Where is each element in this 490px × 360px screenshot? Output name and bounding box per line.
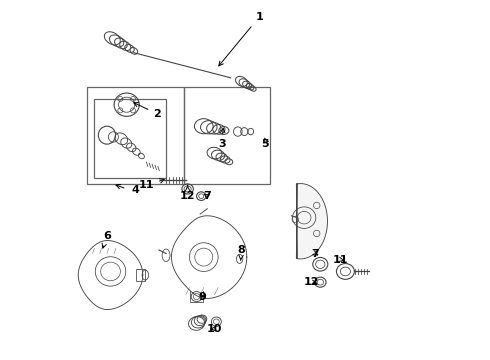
Text: 11: 11 [332, 255, 348, 265]
Text: 4: 4 [132, 185, 140, 195]
Text: 7: 7 [203, 191, 211, 201]
Text: 6: 6 [102, 231, 111, 248]
Bar [95, 99, 166, 178]
Text: 9: 9 [198, 292, 206, 302]
Text: 7: 7 [311, 248, 319, 258]
Text: 5: 5 [261, 139, 269, 149]
Text: 12: 12 [304, 277, 319, 287]
Polygon shape [296, 184, 327, 259]
Text: 10: 10 [207, 324, 222, 334]
Text: 8: 8 [238, 245, 245, 261]
Bar [136, 269, 145, 282]
Text: 1: 1 [219, 12, 263, 66]
Text: 3: 3 [218, 128, 225, 149]
Text: 11: 11 [139, 179, 164, 190]
Text: 2: 2 [134, 103, 161, 119]
Bar [87, 87, 184, 184]
Bar [184, 87, 270, 184]
Text: 12: 12 [180, 185, 196, 201]
